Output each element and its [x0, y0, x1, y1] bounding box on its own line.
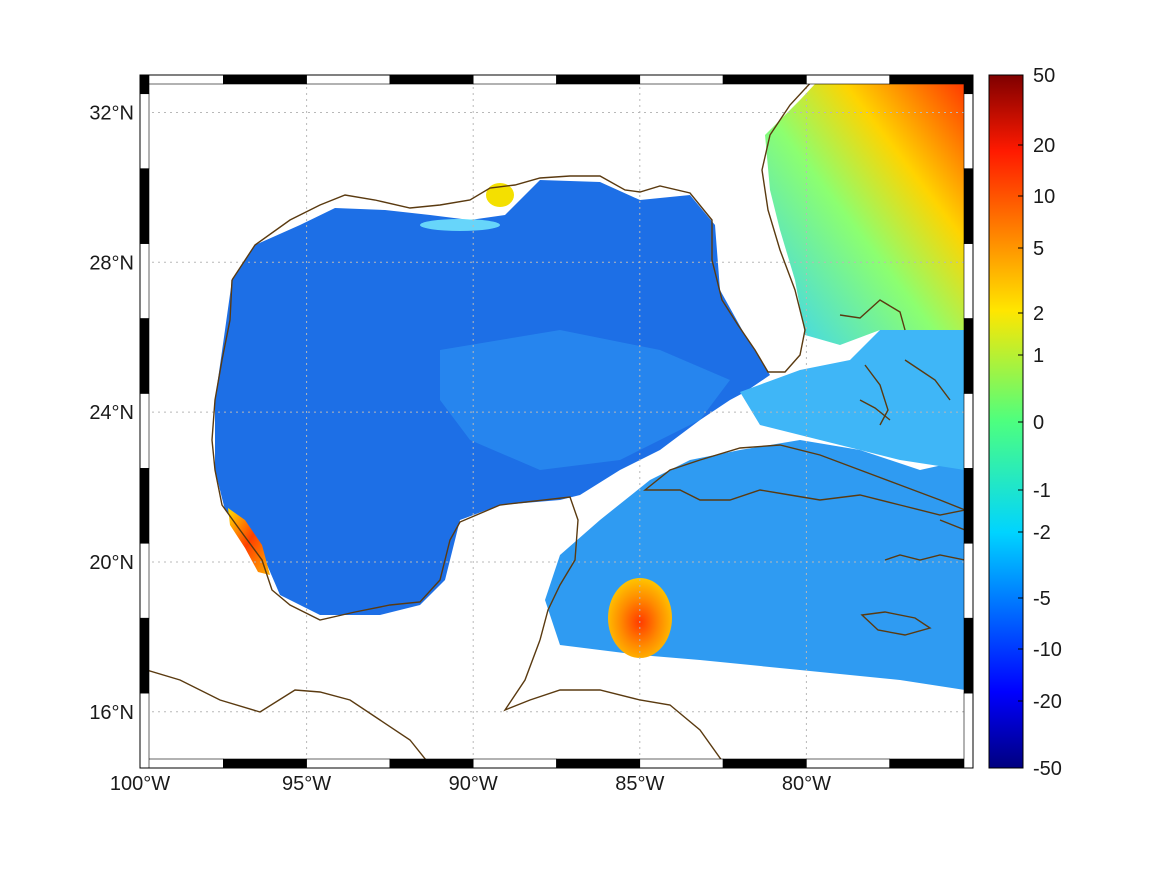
frame-segment-right	[963, 393, 974, 469]
frame-segment-top	[556, 74, 641, 85]
frame-segment-bottom	[139, 758, 224, 769]
frame-segment-left	[139, 168, 150, 244]
lat-tick-label: 16°N	[89, 702, 134, 724]
frame-segment-left	[139, 542, 150, 619]
lon-tick-label: 95°W	[282, 773, 331, 795]
frame-segment-top	[306, 74, 391, 85]
colorbar-tick-label: 1	[1033, 345, 1044, 367]
colorbar-tick-label: 50	[1033, 65, 1055, 87]
frame-segment-left	[139, 617, 150, 694]
frame-segment-top	[639, 74, 724, 85]
colorbar-tick-label: -1	[1033, 480, 1051, 502]
lat-tick-label: 20°N	[89, 552, 134, 574]
frame-segment-left	[139, 243, 150, 319]
colorbar-gradient	[988, 74, 1024, 769]
frame-segment-bottom	[806, 758, 891, 769]
map-grid	[140, 75, 973, 768]
frame-segment-bottom	[722, 758, 807, 769]
frame-segment-right	[963, 168, 974, 244]
frame-segment-top	[223, 74, 307, 85]
lat-tick-label: 28°N	[89, 252, 134, 274]
frame-segment-right	[963, 318, 974, 394]
frame-segment-top	[139, 74, 224, 85]
frame-segment-right	[963, 617, 974, 694]
map-frame-border	[139, 74, 974, 769]
frame-segment-left	[139, 74, 150, 95]
frame-segment-top	[389, 74, 474, 85]
data-field	[215, 84, 965, 690]
longitude-tick-labels: 100°W 95°W 90°W 85°W 80°W	[110, 773, 831, 795]
frame-segment-top	[806, 74, 891, 85]
frame-segment-left	[139, 93, 150, 169]
lon-tick-label: 100°W	[110, 773, 170, 795]
lon-tick-label: 90°W	[449, 773, 498, 795]
frame-segment-bottom	[306, 758, 391, 769]
colorbar-tick-label: 5	[1033, 238, 1044, 260]
delta-hotspot	[486, 183, 514, 207]
frame-segment-left	[139, 393, 150, 469]
frame-segment-bottom	[639, 758, 724, 769]
frame-segment-right	[963, 468, 974, 544]
gulf-central-band	[440, 330, 730, 470]
frame-segment-top	[722, 74, 807, 85]
colorbar-tick-label: -50	[1033, 758, 1062, 780]
frame-segment-right	[963, 243, 974, 319]
map-frame	[139, 74, 974, 769]
frame-segment-bottom	[889, 758, 974, 769]
colorbar-tick-label: -10	[1033, 639, 1062, 661]
frame-segment-bottom	[389, 758, 474, 769]
frame-segment-left	[139, 468, 150, 544]
frame-segment-right	[963, 74, 974, 95]
frame-segment-right	[963, 93, 974, 169]
colorbar-tick-label: 2	[1033, 303, 1044, 325]
frame-segment-bottom	[223, 758, 307, 769]
frame-segment-left	[139, 318, 150, 394]
frame-segment-right	[963, 692, 974, 769]
lat-tick-label: 32°N	[89, 102, 134, 124]
lon-tick-label: 85°W	[615, 773, 664, 795]
colorbar-tick-label: -2	[1033, 522, 1051, 544]
colorbar-tick-label: 20	[1033, 135, 1055, 157]
frame-segment-bottom	[472, 758, 557, 769]
frame-segment-top	[472, 74, 557, 85]
frame-segment-top	[889, 74, 974, 85]
texas-coast-shelf	[420, 219, 500, 231]
colorbar-tick-label: -5	[1033, 588, 1051, 610]
frame-segment-bottom	[556, 758, 641, 769]
straits-field	[740, 330, 965, 470]
lon-tick-label: 80°W	[782, 773, 831, 795]
colorbar-tick-label: 0	[1033, 412, 1044, 434]
latitude-tick-labels: 32°N 28°N 24°N 20°N 16°N	[89, 102, 134, 723]
colorbar-tick-label: -20	[1033, 691, 1062, 713]
colorbar-tick-label: 10	[1033, 186, 1055, 208]
frame-segment-right	[963, 542, 974, 619]
lat-tick-label: 24°N	[89, 402, 134, 424]
atlantic-field	[765, 84, 965, 345]
caribbean-hotspot	[608, 578, 672, 658]
frame-segment-left	[139, 692, 150, 769]
